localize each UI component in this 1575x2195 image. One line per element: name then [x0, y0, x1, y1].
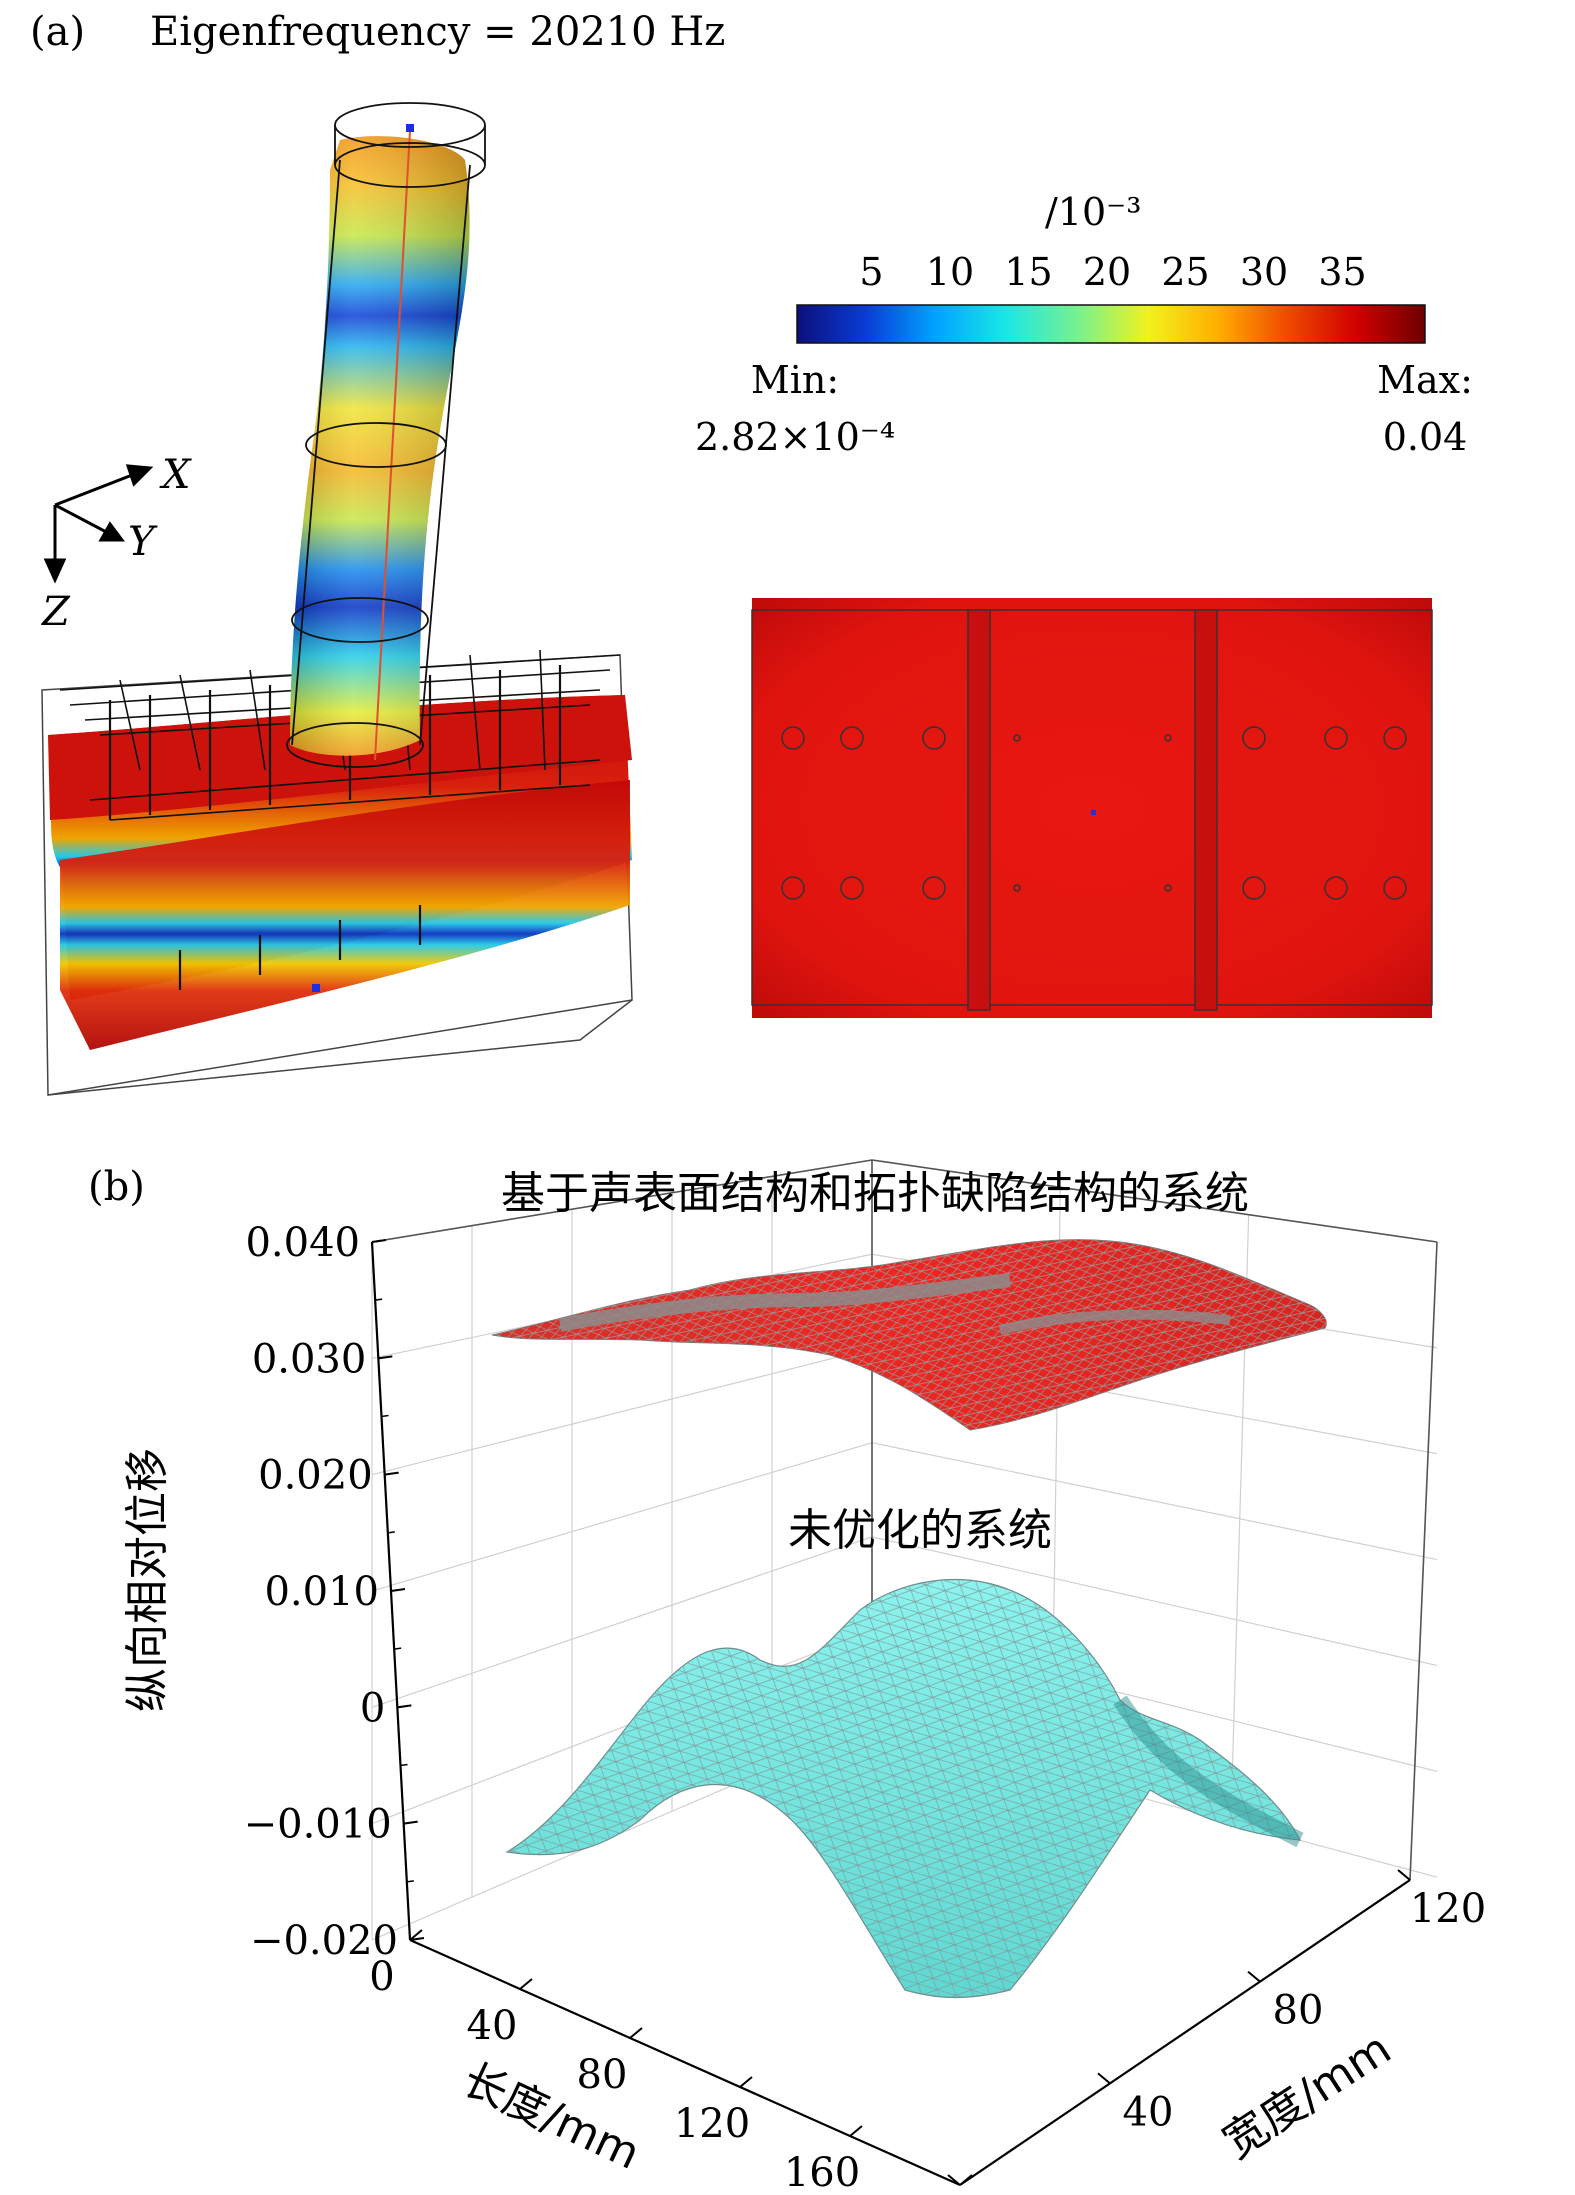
z-minor-tick [371, 1240, 380, 1243]
x-tick-label: 120 [674, 2101, 750, 2147]
y-tick [947, 2174, 961, 2186]
x-tick [739, 2076, 753, 2088]
x-tick-label: 160 [784, 2150, 860, 2195]
z-tick-label: 0.010 [264, 1569, 379, 1615]
z-minor-tick [381, 1414, 389, 1418]
z-minor-tick [384, 1472, 392, 1476]
x-tick [849, 2125, 863, 2137]
colorbar-tick-label: 25 [1161, 250, 1209, 294]
panel-a-label: (a) [30, 9, 85, 55]
colorbar-max-value: 0.04 [1383, 415, 1468, 459]
surface-unoptimized [505, 1579, 1304, 1999]
series-label-optimized: 基于声表面结构和拓扑缺陷结构的系统 [501, 1168, 1249, 1219]
z-tick-label: −0.020 [250, 1918, 398, 1964]
surface-optimized [491, 1239, 1327, 1431]
colorbar-min-value: 2.82×10⁻⁴ [695, 415, 895, 459]
colorbar-max-label: Max: [1377, 358, 1473, 402]
x-axis-ticks: 04080120160200 [369, 1929, 973, 2195]
colorbar: /10⁻³ 5 10 15 20 25 30 35 Min: 2.82×10⁻⁴ Max: … [695, 190, 1473, 459]
z-minor-tick [390, 1589, 399, 1592]
z-tick-label: 0 [360, 1685, 385, 1731]
y-tick-label: 40 [1123, 2089, 1174, 2135]
z-tick-label: 0.030 [252, 1336, 367, 1382]
z-minor-tick [400, 1763, 408, 1767]
axis-z-label: Z [40, 589, 71, 635]
colorbar-tick-label: 5 [859, 250, 883, 294]
x-axis-line [409, 1938, 961, 2187]
z-axis-ticks: 0.040 0.030 0.020 0.010 0 −0.010 −0.020 [244, 1220, 425, 1964]
z-minor-tick [394, 1647, 402, 1650]
colorbar-min-label: Min: [751, 358, 839, 402]
z-tick-label: 0.020 [258, 1453, 373, 1499]
axes-triad: X Y Z [40, 452, 192, 635]
axis-y-label: Y [128, 519, 158, 565]
z-minor-tick [387, 1531, 395, 1534]
x-tick-label: 40 [467, 2003, 518, 2049]
x-tick-label: 80 [577, 2052, 628, 2098]
x-tick [629, 2027, 643, 2039]
series-label-unoptimized: 未优化的系统 [788, 1505, 1052, 1556]
y-tick [1247, 1970, 1261, 1983]
colorbar-tick-label: 35 [1318, 250, 1366, 294]
x-tick [959, 2174, 973, 2186]
y-axis-ticks: 0 40 80 120 [947, 1869, 1486, 2195]
z-minor-tick [378, 1356, 386, 1360]
y-axis-line [959, 1879, 1411, 2186]
y-tick-label: 120 [1410, 1886, 1486, 1932]
z-minor-tick [403, 1821, 411, 1825]
x-tick [409, 1929, 423, 1941]
y-axis-label: 宽度/mm [1214, 2023, 1400, 2168]
x-tick [519, 1978, 533, 1990]
colorbar-unit: /10⁻³ [1045, 190, 1141, 234]
z-tick-label: 0.040 [245, 1220, 360, 1266]
panel-b-label: (b) [88, 1164, 145, 1210]
z-minor-tick [406, 1880, 414, 1883]
colorbar-tick-label: 30 [1240, 250, 1288, 294]
colorbar-tick-labels: 5 10 15 20 25 30 35 [859, 250, 1366, 294]
colorbar-tick-label: 10 [926, 250, 974, 294]
eigenfrequency-title: Eigenfrequency = 20210 Hz [150, 9, 725, 55]
z-minor-tick [397, 1705, 405, 1709]
colorbar-tick-label: 20 [1083, 250, 1131, 294]
y-tick [1097, 2072, 1111, 2085]
y-tick-label: 0 [985, 2191, 1010, 2195]
y-tick [1397, 1869, 1411, 1881]
z-tick-label: −0.010 [244, 1802, 392, 1848]
chart-3d: 0.040 0.030 0.020 0.010 0 −0.010 −0.020 0 40 80 1… [122, 1159, 1486, 2195]
z-minor-tick [375, 1298, 383, 1301]
colorbar-tick-label: 15 [1004, 250, 1052, 294]
model-3d-view [41, 102, 633, 1096]
y-tick-label: 80 [1273, 1988, 1324, 2034]
axis-x-label: X [159, 452, 192, 498]
model-top-view [751, 598, 1433, 1018]
x-tick-label: 0 [369, 1954, 394, 2000]
z-axis-label: 纵向相对位移 [122, 1448, 173, 1712]
colorbar-gradient [796, 304, 1426, 344]
